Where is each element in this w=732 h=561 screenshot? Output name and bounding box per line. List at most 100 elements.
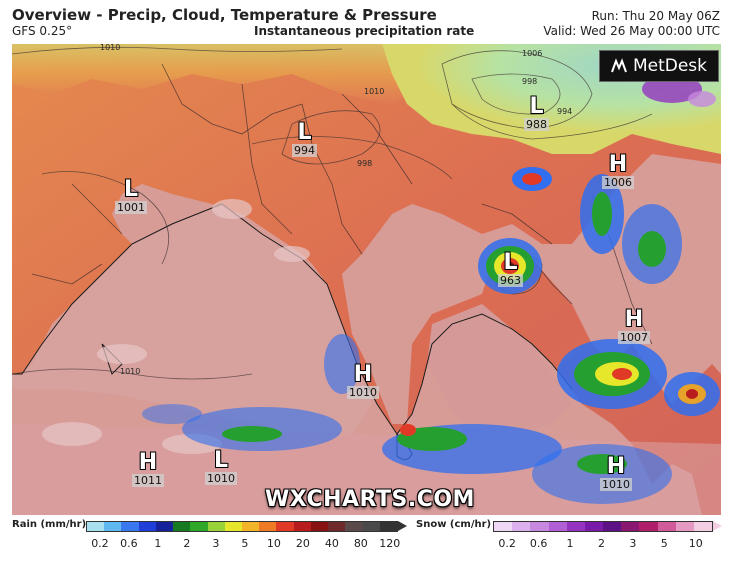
weather-map: 1010 1006 998 994 998 1010 1010: [12, 44, 721, 515]
colorbar-swatch: [276, 522, 294, 531]
colorbar-swatch: [584, 522, 604, 531]
northern-belt: [12, 44, 432, 104]
colorbar-swatch: [379, 522, 397, 531]
colorbar-tick-label: 1: [154, 537, 162, 550]
colorbar-swatch: [138, 522, 156, 531]
colorbar-tick-label: 40: [324, 537, 339, 550]
colorbar-swatch: [87, 522, 105, 531]
pressure-type: L: [123, 177, 139, 202]
colorbar-swatch: [621, 522, 640, 531]
colorbar-swatch: [345, 522, 363, 531]
isobar-label: 1010: [100, 44, 120, 52]
rain-legend-title: Rain (mm/hr): [12, 519, 87, 530]
pressure-type: H: [353, 362, 373, 387]
pressure-value: 1011: [132, 474, 164, 487]
pressure-value: 1001: [115, 201, 147, 214]
chart-header: Overview - Precip, Cloud, Temperature & …: [0, 0, 732, 44]
isobar-label: 1006: [522, 49, 542, 58]
colorbar-tick-label: 5: [241, 537, 249, 550]
pressure-system: H 1010: [600, 456, 632, 491]
isobar-label: 1010: [120, 367, 140, 376]
pressure-system: L 1001: [115, 179, 147, 214]
pressure-value: 1007: [618, 331, 650, 344]
colorbar-swatch: [603, 522, 622, 531]
pressure-system: H 1006: [602, 154, 634, 189]
bay-of-bengal: [427, 304, 572, 444]
pressure-system: H 1011: [132, 452, 164, 487]
pressure-type: L: [503, 250, 518, 275]
colorbar-swatch: [657, 522, 676, 531]
colorbar-tick-label: 2: [597, 537, 605, 550]
pressure-type: L: [213, 448, 229, 473]
colorbar-tick-label: 0.6: [529, 537, 548, 550]
colorbar-tick-label: 120: [379, 537, 401, 550]
colorbar-swatch: [190, 522, 208, 531]
pressure-type: H: [624, 307, 644, 332]
colorbar-tick-label: 3: [629, 537, 637, 550]
colorbar-swatch: [494, 522, 513, 531]
colorbar-tick-label: 80: [353, 537, 368, 550]
colorbar-tick-label: 0.2: [498, 537, 516, 550]
metdesk-logo-icon: [611, 58, 627, 74]
pressure-value: 1006: [602, 176, 634, 189]
colorbar-tick-label: 1: [566, 537, 574, 550]
borders: [31, 63, 653, 345]
pressure-value: 963: [498, 274, 523, 287]
metdesk-logo: MetDesk: [599, 50, 719, 82]
pressure-system: L 1010: [205, 450, 237, 485]
colorbar-swatch: [155, 522, 174, 531]
rain-colorbar-arrow: [398, 521, 407, 531]
isobar-label: 998: [522, 77, 537, 86]
colorbar-swatch: [173, 522, 191, 531]
colorbar-tick-label: 10: [266, 537, 281, 550]
colorbar-swatch: [328, 522, 346, 531]
colorbar-swatch: [530, 522, 549, 531]
pressure-value: 1010: [347, 386, 379, 399]
colorbar-swatch: [224, 522, 242, 531]
colorbar-swatch: [566, 522, 585, 531]
colorbar-tick-label: 20: [295, 537, 310, 550]
pressure-type: L: [529, 94, 544, 119]
cloud-cover: [42, 199, 310, 454]
colorbar-tick-label: 2: [183, 537, 191, 550]
snow-legend-title: Snow (cm/hr): [416, 519, 492, 530]
pressure-system: L 988: [524, 96, 549, 131]
valid-time: Valid: Wed 26 May 00:00 UTC: [543, 24, 720, 38]
pressure-value: 1010: [600, 478, 632, 491]
colorbar-tick-label: 5: [660, 537, 668, 550]
pressure-system: H 1007: [618, 309, 650, 344]
pressure-value: 988: [524, 118, 549, 131]
colorbar-swatch: [259, 522, 277, 531]
run-time: Run: Thu 20 May 06Z: [591, 9, 720, 23]
rain-colorbar: [86, 521, 398, 532]
chart-title: Overview - Precip, Cloud, Temperature & …: [12, 6, 437, 24]
snow-colorbar: [493, 521, 713, 532]
pressure-type: H: [608, 152, 628, 177]
colorbar-tick-label: 0.2: [91, 537, 109, 550]
pressure-system: L 994: [292, 122, 317, 157]
colorbar-swatch: [121, 522, 139, 531]
chart-subtitle: Instantaneous precipitation rate: [254, 24, 475, 38]
pressure-type: H: [138, 450, 158, 475]
precipitation: [142, 75, 720, 504]
colorbar-swatch: [512, 522, 531, 531]
map-canvas: 1010 1006 998 994 998 1010 1010: [12, 44, 721, 515]
colorbar-swatch: [207, 522, 225, 531]
arabian-sea: [12, 204, 372, 444]
legend: Rain (mm/hr) 0.2 0.6 1 2 3 5 10 20 40 80 120 Snow …: [0, 515, 732, 561]
pressure-value: 1010: [205, 472, 237, 485]
isobar-label: 994: [557, 107, 572, 116]
colorbar-tick-label: 10: [688, 537, 703, 550]
land-mass: [12, 44, 721, 515]
colorbar-swatch: [675, 522, 694, 531]
colorbar-swatch: [293, 522, 311, 531]
wxcharts-watermark: WXCHARTS.COM: [265, 487, 475, 512]
pressure-system: H 1010: [347, 364, 379, 399]
colorbar-swatch: [310, 522, 329, 531]
colorbar-swatch: [693, 522, 713, 531]
colorbar-swatch: [362, 522, 380, 531]
pressure-system: L 963: [498, 252, 523, 287]
pressure-type: H: [606, 454, 626, 479]
isobar-labels: 1010 1006 998 994 998 1010 1010: [100, 44, 572, 376]
colorbar-tick-label: 3: [212, 537, 220, 550]
